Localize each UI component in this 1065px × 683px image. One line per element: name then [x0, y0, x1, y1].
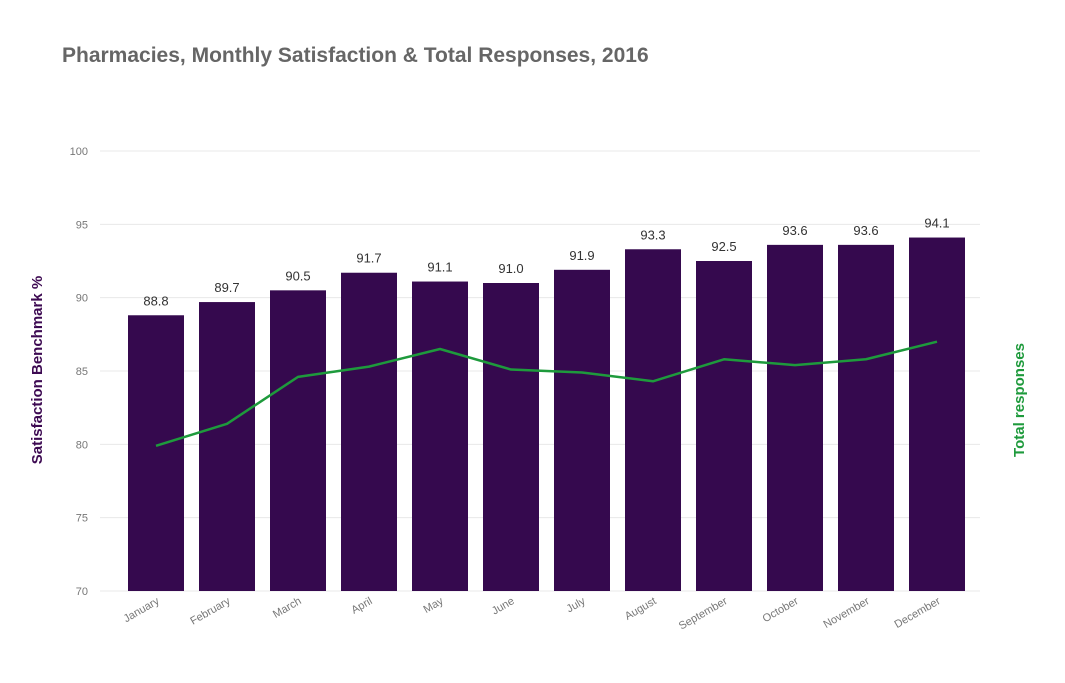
data-label: 91.7 — [356, 251, 381, 266]
bar-august — [625, 249, 681, 591]
data-label: 92.5 — [711, 239, 736, 254]
chart-title: Pharmacies, Monthly Satisfaction & Total… — [62, 44, 649, 67]
y-axis-title: Satisfaction Benchmark % — [29, 276, 46, 464]
y-tick-label: 95 — [76, 219, 88, 231]
x-tick-label: January — [122, 595, 162, 625]
data-label: 91.1 — [427, 260, 452, 275]
y-tick-label: 70 — [76, 586, 88, 598]
bar-october — [767, 244, 823, 591]
bar-march — [270, 290, 326, 591]
data-label: 93.6 — [782, 223, 807, 238]
data-label: 91.0 — [498, 261, 523, 276]
data-label: 91.9 — [569, 248, 594, 263]
y-tick-label: 75 — [76, 513, 88, 525]
x-tick-label: August — [623, 595, 659, 623]
bar-may — [412, 281, 468, 591]
x-tick-label: October — [761, 595, 801, 625]
responses-line — [155, 340, 938, 447]
x-tick-label: July — [565, 595, 588, 615]
x-tick-label: November — [822, 595, 872, 631]
x-tick-label: December — [893, 595, 943, 631]
data-label: 93.6 — [853, 223, 878, 238]
x-tick-label: March — [271, 595, 303, 621]
x-tick-label: April — [349, 595, 374, 616]
y-axis-ticks: 70 75 80 85 90 95 100 — [70, 146, 88, 598]
bar-september — [696, 261, 752, 591]
y2-axis-title: Total responses — [1011, 343, 1028, 457]
y-tick-label: 90 — [76, 293, 88, 305]
data-labels: 88.8 89.7 90.5 91.7 91.1 91.0 91.9 93.3 92.5 93.6… — [143, 216, 949, 309]
y-tick-label: 100 — [70, 146, 88, 158]
x-axis-ticks: January February March April May June July Augu… — [122, 595, 943, 633]
y-tick-label: 85 — [76, 366, 88, 378]
data-label: 90.5 — [285, 268, 310, 283]
x-tick-label: June — [490, 595, 517, 617]
bar-april — [341, 272, 397, 591]
data-label: 89.7 — [214, 280, 239, 295]
x-tick-label: May — [422, 595, 446, 616]
data-label: 94.1 — [924, 216, 949, 231]
bar-july — [554, 269, 610, 591]
bar-february — [199, 302, 255, 591]
data-label: 93.3 — [640, 227, 665, 242]
bars — [128, 237, 965, 592]
x-tick-label: February — [188, 595, 233, 628]
y-tick-label: 80 — [76, 439, 88, 451]
bar-june — [483, 283, 539, 591]
x-tick-label: September — [677, 595, 730, 632]
bar-december — [909, 237, 965, 592]
responses-line-layer — [155, 340, 938, 447]
data-label: 88.8 — [143, 293, 168, 308]
bar-january — [128, 315, 184, 591]
bar-november — [838, 244, 894, 591]
